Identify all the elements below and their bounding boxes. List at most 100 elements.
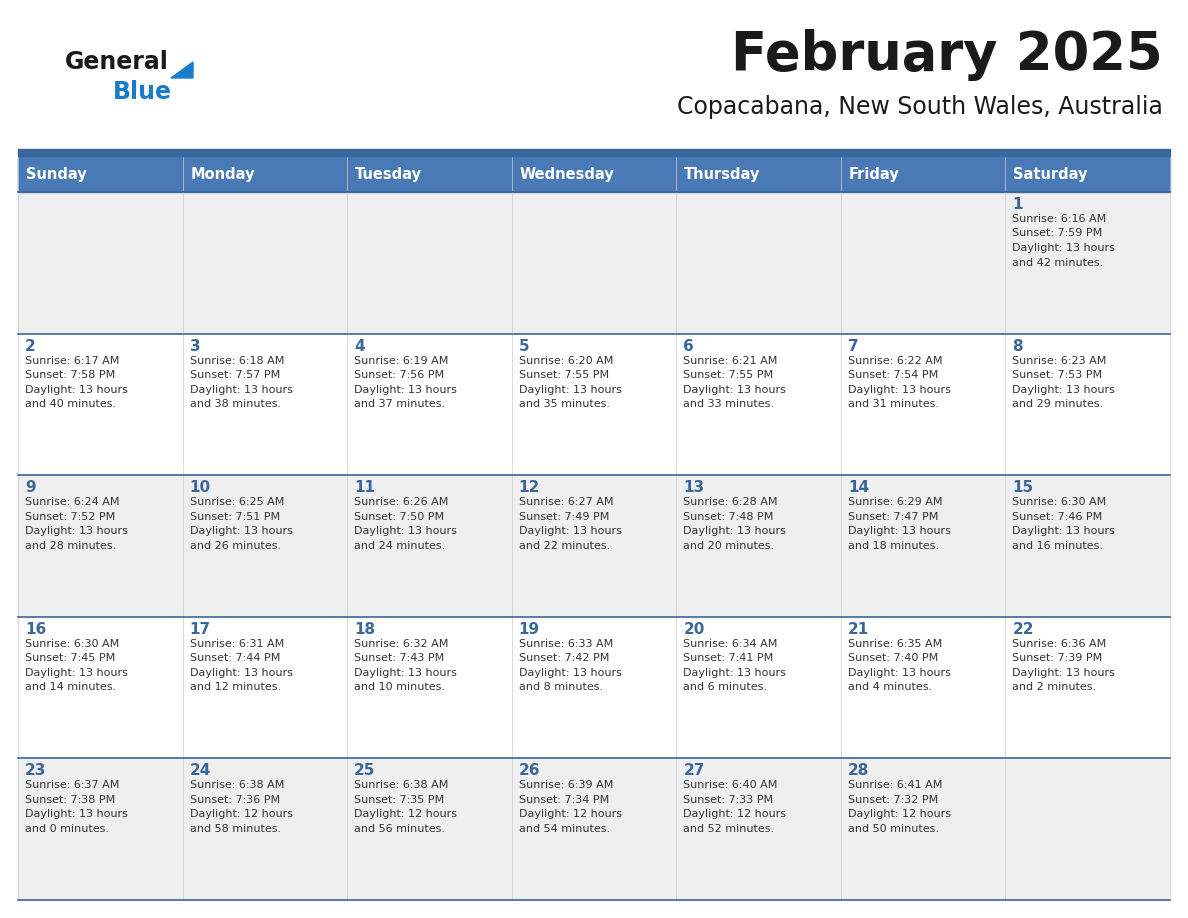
Bar [1005, 157, 1170, 192]
Text: and 42 minutes.: and 42 minutes. [1012, 258, 1104, 267]
Bar [676, 157, 841, 192]
Text: Sunset: 7:32 PM: Sunset: 7:32 PM [848, 795, 939, 805]
Text: and 2 minutes.: and 2 minutes. [1012, 682, 1097, 692]
Bar [18, 157, 183, 192]
Text: Sunset: 7:53 PM: Sunset: 7:53 PM [1012, 370, 1102, 380]
Text: 28: 28 [848, 764, 870, 778]
Text: 11: 11 [354, 480, 375, 495]
Text: and 22 minutes.: and 22 minutes. [519, 541, 609, 551]
Text: Daylight: 12 hours: Daylight: 12 hours [848, 810, 950, 820]
Text: 25: 25 [354, 764, 375, 778]
Text: Sunrise: 6:20 AM: Sunrise: 6:20 AM [519, 355, 613, 365]
Text: Sunset: 7:38 PM: Sunset: 7:38 PM [25, 795, 115, 805]
Text: 12: 12 [519, 480, 541, 495]
Text: Daylight: 12 hours: Daylight: 12 hours [683, 810, 786, 820]
Text: 4: 4 [354, 339, 365, 353]
Text: and 52 minutes.: and 52 minutes. [683, 823, 775, 834]
Text: Thursday: Thursday [684, 167, 760, 182]
Text: Sunset: 7:44 PM: Sunset: 7:44 PM [190, 654, 280, 664]
Text: Sunset: 7:48 PM: Sunset: 7:48 PM [683, 511, 773, 521]
Text: Sunrise: 6:17 AM: Sunrise: 6:17 AM [25, 355, 119, 365]
Bar [512, 157, 676, 192]
Text: Daylight: 13 hours: Daylight: 13 hours [1012, 385, 1116, 395]
Text: and 31 minutes.: and 31 minutes. [848, 399, 939, 409]
Text: 13: 13 [683, 480, 704, 495]
Text: Sunrise: 6:25 AM: Sunrise: 6:25 AM [190, 498, 284, 508]
Text: 18: 18 [354, 621, 375, 637]
Text: Sunrise: 6:21 AM: Sunrise: 6:21 AM [683, 355, 778, 365]
Text: and 58 minutes.: and 58 minutes. [190, 823, 280, 834]
Text: and 33 minutes.: and 33 minutes. [683, 399, 775, 409]
Bar [18, 192, 1170, 333]
Text: 20: 20 [683, 621, 704, 637]
Text: Daylight: 13 hours: Daylight: 13 hours [25, 810, 128, 820]
Text: Sunrise: 6:22 AM: Sunrise: 6:22 AM [848, 355, 942, 365]
Text: Sunset: 7:35 PM: Sunset: 7:35 PM [354, 795, 444, 805]
Text: Sunrise: 6:34 AM: Sunrise: 6:34 AM [683, 639, 778, 649]
Bar [18, 617, 1170, 758]
Bar [18, 758, 1170, 900]
Text: Sunset: 7:57 PM: Sunset: 7:57 PM [190, 370, 280, 380]
Text: 14: 14 [848, 480, 868, 495]
Text: Daylight: 12 hours: Daylight: 12 hours [519, 810, 621, 820]
Text: Sunset: 7:52 PM: Sunset: 7:52 PM [25, 511, 115, 521]
Text: Daylight: 13 hours: Daylight: 13 hours [848, 385, 950, 395]
Text: General: General [65, 50, 169, 74]
Text: Sunset: 7:43 PM: Sunset: 7:43 PM [354, 654, 444, 664]
Text: Daylight: 13 hours: Daylight: 13 hours [25, 667, 128, 677]
Text: Sunrise: 6:19 AM: Sunrise: 6:19 AM [354, 355, 449, 365]
Text: Daylight: 13 hours: Daylight: 13 hours [1012, 526, 1116, 536]
Text: 23: 23 [25, 764, 46, 778]
Text: and 6 minutes.: and 6 minutes. [683, 682, 767, 692]
Text: 3: 3 [190, 339, 201, 353]
Text: Sunrise: 6:35 AM: Sunrise: 6:35 AM [848, 639, 942, 649]
Text: and 20 minutes.: and 20 minutes. [683, 541, 775, 551]
Text: Sunrise: 6:36 AM: Sunrise: 6:36 AM [1012, 639, 1107, 649]
Text: and 16 minutes.: and 16 minutes. [1012, 541, 1104, 551]
Text: Daylight: 13 hours: Daylight: 13 hours [848, 667, 950, 677]
Text: Sunset: 7:50 PM: Sunset: 7:50 PM [354, 511, 444, 521]
Text: Sunrise: 6:18 AM: Sunrise: 6:18 AM [190, 355, 284, 365]
Text: 2: 2 [25, 339, 36, 353]
Text: Sunrise: 6:23 AM: Sunrise: 6:23 AM [1012, 355, 1107, 365]
Text: Daylight: 13 hours: Daylight: 13 hours [190, 385, 292, 395]
Bar [18, 149, 1170, 156]
Text: and 0 minutes.: and 0 minutes. [25, 823, 109, 834]
Text: Daylight: 12 hours: Daylight: 12 hours [190, 810, 292, 820]
Text: Daylight: 13 hours: Daylight: 13 hours [519, 526, 621, 536]
Text: and 10 minutes.: and 10 minutes. [354, 682, 446, 692]
Text: and 50 minutes.: and 50 minutes. [848, 823, 939, 834]
Text: February 2025: February 2025 [732, 29, 1163, 81]
Text: Daylight: 13 hours: Daylight: 13 hours [519, 667, 621, 677]
Text: 27: 27 [683, 764, 704, 778]
Text: Daylight: 13 hours: Daylight: 13 hours [1012, 667, 1116, 677]
Text: and 8 minutes.: and 8 minutes. [519, 682, 602, 692]
Text: and 24 minutes.: and 24 minutes. [354, 541, 446, 551]
Polygon shape [171, 62, 192, 78]
Text: Blue: Blue [113, 80, 172, 104]
Text: Sunrise: 6:26 AM: Sunrise: 6:26 AM [354, 498, 449, 508]
Text: 8: 8 [1012, 339, 1023, 353]
Text: and 38 minutes.: and 38 minutes. [190, 399, 280, 409]
Text: Wednesday: Wednesday [519, 167, 614, 182]
Text: 10: 10 [190, 480, 210, 495]
Text: Daylight: 13 hours: Daylight: 13 hours [190, 667, 292, 677]
Text: Sunset: 7:56 PM: Sunset: 7:56 PM [354, 370, 444, 380]
Text: and 29 minutes.: and 29 minutes. [1012, 399, 1104, 409]
Bar [841, 157, 1005, 192]
Text: Sunset: 7:33 PM: Sunset: 7:33 PM [683, 795, 773, 805]
Text: 22: 22 [1012, 621, 1034, 637]
Text: 1: 1 [1012, 197, 1023, 212]
Text: Daylight: 13 hours: Daylight: 13 hours [519, 385, 621, 395]
Text: Sunset: 7:41 PM: Sunset: 7:41 PM [683, 654, 773, 664]
Text: and 28 minutes.: and 28 minutes. [25, 541, 116, 551]
Text: Sunset: 7:47 PM: Sunset: 7:47 PM [848, 511, 939, 521]
Text: Daylight: 13 hours: Daylight: 13 hours [683, 667, 786, 677]
Text: Sunset: 7:54 PM: Sunset: 7:54 PM [848, 370, 939, 380]
Text: Sunrise: 6:30 AM: Sunrise: 6:30 AM [1012, 498, 1107, 508]
Text: Monday: Monday [190, 167, 255, 182]
Text: Sunset: 7:46 PM: Sunset: 7:46 PM [1012, 511, 1102, 521]
Text: Sunrise: 6:37 AM: Sunrise: 6:37 AM [25, 780, 119, 790]
Text: and 37 minutes.: and 37 minutes. [354, 399, 446, 409]
Text: Sunset: 7:45 PM: Sunset: 7:45 PM [25, 654, 115, 664]
